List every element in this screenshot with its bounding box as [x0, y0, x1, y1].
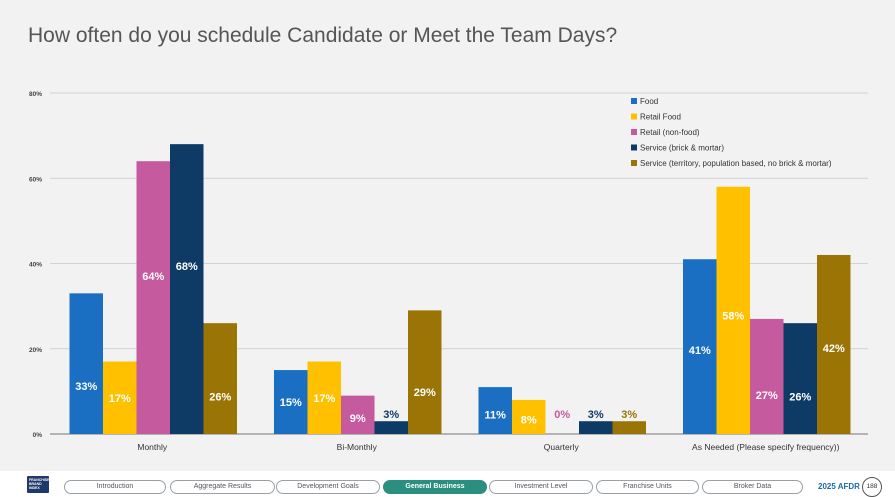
- brand-logo: FRANCHISE BRAND INDEX: [27, 476, 49, 493]
- x-tick-label: Monthly: [137, 442, 168, 452]
- data-label: 26%: [789, 391, 811, 403]
- bar: [512, 399, 546, 434]
- legend-swatch: [631, 160, 637, 166]
- data-label: 8%: [521, 415, 537, 427]
- y-tick-label: 0%: [33, 432, 43, 439]
- tab-development-goals[interactable]: Development Goals: [276, 480, 380, 494]
- bar: [103, 361, 137, 434]
- data-label: 0%: [554, 409, 570, 421]
- data-label: 9%: [350, 413, 366, 425]
- data-label: 3%: [383, 409, 399, 421]
- bar: [817, 254, 851, 434]
- data-label: 41%: [689, 345, 711, 357]
- legend-label: Service (brick & mortar): [640, 144, 724, 153]
- data-label: 58%: [722, 310, 744, 322]
- data-label: 68%: [176, 261, 198, 273]
- data-label: 17%: [313, 393, 335, 405]
- y-tick-label: 20%: [29, 347, 42, 354]
- data-label: 64%: [142, 271, 164, 283]
- legend-label: Food: [640, 97, 658, 106]
- tab-franchise-units[interactable]: Franchise Units: [596, 480, 699, 494]
- bar: [341, 395, 375, 434]
- tab-aggregate-results[interactable]: Aggregate Results: [170, 480, 275, 494]
- y-tick-label: 40%: [29, 262, 42, 269]
- bar: [750, 318, 784, 434]
- bar: [478, 387, 512, 434]
- tab-general-business[interactable]: General Business: [383, 480, 487, 494]
- y-tick-label: 60%: [29, 176, 42, 183]
- legend-swatch: [631, 129, 637, 135]
- bar: [408, 310, 442, 434]
- bar: [612, 421, 646, 434]
- x-tick-label: Bi-Monthly: [337, 442, 378, 452]
- data-label: 11%: [485, 409, 507, 421]
- bar: [307, 361, 341, 434]
- tab-introduction[interactable]: Introduction: [64, 480, 166, 494]
- bar: [170, 144, 204, 434]
- data-label: 3%: [621, 409, 637, 421]
- bar: [203, 323, 237, 434]
- y-tick-label: 80%: [29, 91, 42, 98]
- data-label: 17%: [109, 393, 131, 405]
- bar: [374, 421, 408, 434]
- legend-swatch: [631, 113, 637, 120]
- legend-label: Service (territory, population based, no…: [640, 159, 832, 168]
- page-title: How often do you schedule Candidate or M…: [28, 24, 618, 47]
- bar: [716, 186, 750, 434]
- bar: [683, 259, 717, 434]
- data-label: 26%: [209, 391, 231, 403]
- bar: [783, 323, 817, 434]
- data-label: 3%: [588, 409, 604, 421]
- bar: [579, 421, 613, 434]
- bar: [69, 293, 103, 434]
- data-label: 29%: [414, 387, 436, 399]
- logo-text: FRANCHISE BRAND INDEX: [29, 478, 50, 490]
- bar: [136, 161, 170, 434]
- x-tick-label: As Needed (Please specify frequency)): [692, 442, 840, 452]
- data-label: 33%: [75, 381, 97, 393]
- tab-broker-data[interactable]: Broker Data: [702, 480, 803, 494]
- bar: [274, 370, 308, 434]
- x-tick-label: Quarterly: [544, 442, 580, 452]
- data-label: 15%: [280, 397, 302, 409]
- bar-chart: 0% 20% 40% 60% 80% 33% 17% 64% 68% 26% Monthly 15% 1…: [29, 91, 868, 452]
- tab-investment-level[interactable]: Investment Level: [489, 480, 593, 494]
- legend-label: Retail Food: [640, 113, 681, 122]
- data-label: 27%: [756, 390, 778, 402]
- data-label: 42%: [823, 343, 845, 355]
- legend-swatch: [631, 144, 637, 151]
- legend-label: Retail (non-food): [640, 128, 700, 137]
- report-label: 2025 AFDR: [818, 482, 860, 491]
- legend-swatch: [631, 98, 637, 104]
- page-number: 188: [862, 477, 882, 497]
